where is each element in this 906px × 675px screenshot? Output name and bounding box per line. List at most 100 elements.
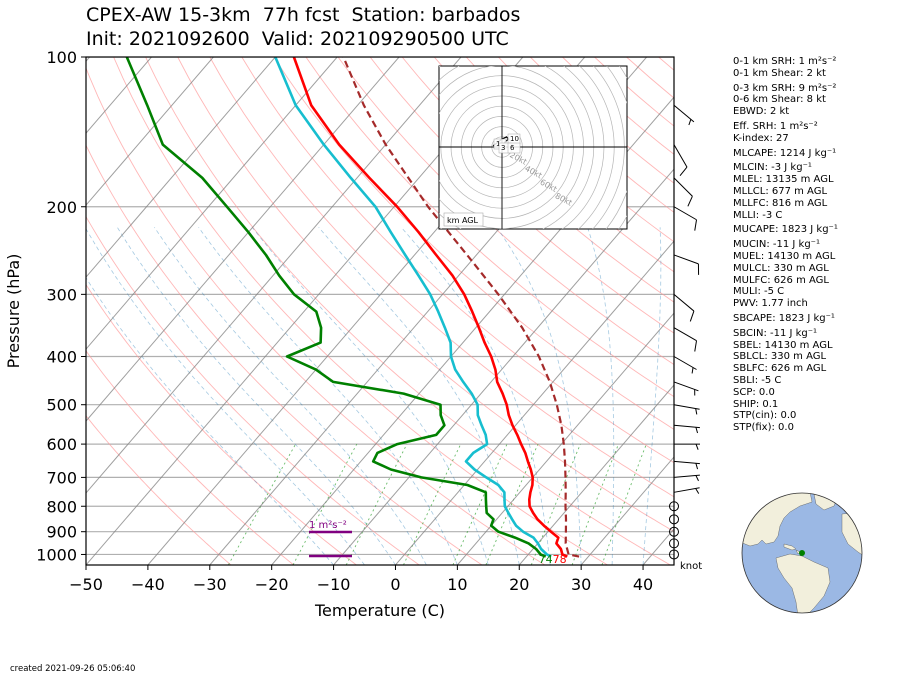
wind-barb: [673, 293, 695, 322]
y-tick-label: 300: [46, 285, 77, 304]
srh-label: 1 m²s⁻²: [309, 520, 347, 531]
index-line: MUCAPE: 1823 J kg⁻¹: [733, 224, 838, 236]
moist-adiabat: [251, 227, 489, 565]
wind-barb: [673, 356, 697, 374]
station-marker: [799, 550, 805, 556]
dewpoint-line: [125, 57, 547, 558]
index-line: SBCIN: -11 J kg⁻¹: [733, 327, 818, 339]
index-line: STP(cin): 0.0: [733, 410, 797, 422]
moist-adiabat: [318, 227, 520, 565]
x-axis-label: Temperature (C): [314, 601, 445, 620]
dry-adiabat: [305, 57, 674, 398]
barb-staff: [673, 104, 695, 123]
x-tick-label: 0: [390, 575, 400, 594]
south-america-landmass: [775, 553, 831, 613]
barb-flag: [695, 427, 699, 434]
mixing-ratio-line: [571, 443, 619, 565]
y-tick-label: 700: [46, 468, 77, 487]
wind-barb: [673, 177, 693, 207]
barb-staff: [673, 254, 699, 265]
wind-barb: [673, 144, 688, 176]
dry-adiabat: [113, 57, 608, 565]
barb-staff: [673, 177, 693, 197]
isotherm-line: [86, 57, 338, 350]
wind-barb: [673, 254, 700, 275]
wind-barb: [673, 104, 695, 126]
y-tick-label: 400: [46, 348, 77, 367]
index-line: SCP: 0.0: [733, 386, 775, 398]
index-line: MLLFC: 816 m AGL: [733, 197, 828, 209]
index-line: MLEL: 13135 m AGL: [733, 174, 834, 186]
barb-staff: [673, 460, 700, 465]
isotherm-line: [333, 168, 674, 565]
y-tick-label: 200: [46, 198, 77, 217]
isotherm-line: [518, 384, 674, 565]
index-line: SBEL: 14130 m AGL: [733, 339, 833, 351]
index-line: MUCIN: -11 J kg⁻¹: [733, 239, 820, 251]
x-tick-label: −30: [193, 575, 227, 594]
index-line: SBLCL: 330 m AGL: [733, 351, 827, 363]
index-line: Eff. SRH: 1 m²s⁻²: [733, 120, 818, 132]
x-tick-label: 10: [447, 575, 467, 594]
x-tick-label: −20: [255, 575, 289, 594]
x-tick-label: −50: [69, 575, 103, 594]
index-line: MULI: -5 C: [733, 286, 785, 298]
calm-wind-circle: [669, 514, 679, 525]
isotherm-line: [395, 240, 674, 565]
hodograph-marker: 10: [507, 133, 521, 145]
dry-adiabat: [86, 350, 294, 565]
wind-barbs: knot: [669, 104, 702, 572]
hodograph-marker-label: 1: [496, 140, 500, 148]
wetbulb-line: [274, 57, 552, 558]
y-tick-label: 1000: [36, 545, 77, 564]
index-line: 0-1 km Shear: 2 kt: [733, 67, 826, 79]
index-line: PWV: 1.77 inch: [733, 298, 808, 310]
barb-flag: [691, 367, 694, 374]
barb-staff: [673, 474, 700, 478]
barb-flag: [695, 475, 699, 482]
dry-adiabat: [433, 57, 674, 273]
x-tick-label: 20: [509, 575, 529, 594]
chart-title: CPEX-AW 15-3km 77h fcst Station: barbado…: [86, 4, 521, 26]
wind-barb: [674, 443, 700, 450]
barb-staff: [673, 206, 697, 221]
barb-staff: [673, 356, 697, 370]
index-line: MLCAPE: 1214 J kg⁻¹: [733, 147, 837, 159]
dry-adiabat: [86, 215, 420, 565]
barb-staff: [673, 487, 700, 493]
dry-adiabat: [369, 57, 674, 334]
chart-subtitle: Init: 2021092600 Valid: 202109290500 UTC: [86, 28, 509, 50]
calm-wind-circle: [669, 526, 679, 537]
dry-adiabat: [209, 57, 674, 498]
calm-wind-circle: [669, 549, 679, 560]
wind-unit-label: knot: [680, 561, 702, 572]
mixing-ratio-line: [452, 443, 508, 565]
index-line: K-index: 27: [733, 132, 789, 144]
mixing-ratio-line: [403, 443, 462, 565]
globe-locator: [741, 492, 863, 614]
barb-flag: [695, 443, 699, 450]
dry-adiabat: [337, 57, 674, 366]
index-line: 0-1 km SRH: 1 m²s⁻²: [733, 56, 837, 67]
x-tick-label: −10: [317, 575, 351, 594]
hodograph-marker-label: 6: [510, 144, 515, 152]
dry-adiabat: [86, 144, 483, 565]
barb-flag: [695, 488, 700, 494]
wind-barb: [673, 487, 700, 494]
barb-flag: [694, 219, 698, 231]
plot-frame: [85, 56, 675, 566]
y-tick-label: 500: [46, 396, 77, 415]
wind-barb: [673, 206, 698, 231]
barb-flag: [694, 340, 698, 352]
hodograph-marker-label: 10: [510, 135, 519, 143]
wind-barb: [673, 460, 700, 470]
moist-adiabat: [496, 227, 582, 565]
isotherm-line: [580, 456, 674, 565]
surface-dewpoint-label: 74: [539, 553, 553, 566]
moist-adiabat: [86, 228, 365, 565]
barb-flag: [687, 196, 693, 207]
hodograph-frame: [438, 65, 628, 230]
index-line: MLLCL: 677 m AGL: [733, 185, 828, 197]
calm-wind-circle: [669, 538, 679, 549]
